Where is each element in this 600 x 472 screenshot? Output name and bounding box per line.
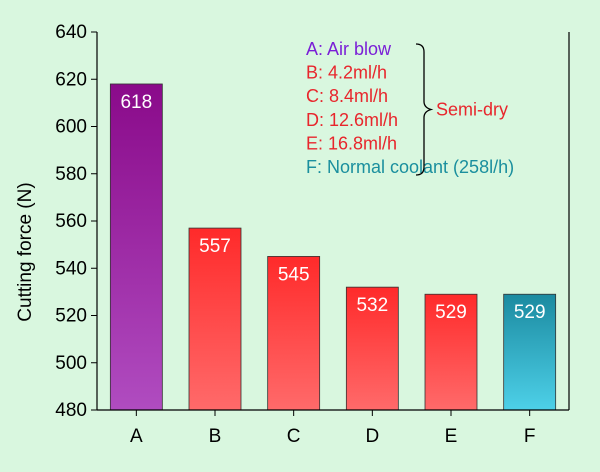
x-tick-label: C (287, 426, 301, 447)
legend-item: F: Normal coolant (258l/h) (306, 157, 514, 177)
bar-data-labels: 618 557 545 532 529 529 (120, 92, 545, 323)
bar-group (109, 83, 557, 411)
bar-C (267, 256, 321, 411)
bar-B (188, 227, 242, 411)
bar-D (345, 286, 399, 411)
legend-item: D: 12.6ml/h (306, 110, 398, 130)
legend-group-label: Semi-dry (436, 100, 508, 120)
legend-item: B: 4.2ml/h (306, 63, 387, 83)
x-tick-label: D (365, 426, 379, 447)
y-tick-label: 480 (55, 400, 87, 421)
bar-value-label: 529 (514, 302, 546, 323)
x-tick-label: E (445, 426, 458, 447)
bar-value-label: 545 (278, 264, 310, 285)
bar-E (424, 293, 478, 411)
legend-brace (415, 43, 434, 176)
x-tick-label: B (209, 426, 222, 447)
x-tick-label: F (524, 426, 536, 447)
legend-item: E: 16.8ml/h (306, 133, 397, 153)
x-axis-ticks: A B C D E F (130, 410, 535, 447)
y-tick-label: 500 (55, 353, 87, 374)
x-tick-label: A (130, 426, 143, 447)
y-tick-label: 640 (55, 22, 87, 43)
y-tick-label: 540 (55, 258, 87, 279)
legend-item: A: Air blow (306, 39, 392, 59)
y-tick-label: 520 (55, 306, 87, 327)
bar-A (109, 83, 163, 411)
y-axis-ticks: 480 500 520 540 560 580 600 620 640 (55, 22, 97, 421)
y-tick-label: 620 (55, 69, 87, 90)
y-tick-label: 580 (55, 164, 87, 185)
bar-value-label: 529 (435, 302, 467, 323)
bar-value-label: 557 (199, 236, 231, 257)
legend: A: Air blow B: 4.2ml/h C: 8.4ml/h D: 12.6ml… (306, 39, 514, 177)
y-tick-label: 560 (55, 211, 87, 232)
bar-F (503, 293, 557, 411)
legend-item: C: 8.4ml/h (306, 86, 388, 106)
bar-value-label: 618 (120, 92, 152, 113)
bar-value-label: 532 (356, 295, 388, 316)
y-axis-label: Cutting force (N) (15, 182, 36, 321)
y-tick-label: 600 (55, 117, 87, 138)
